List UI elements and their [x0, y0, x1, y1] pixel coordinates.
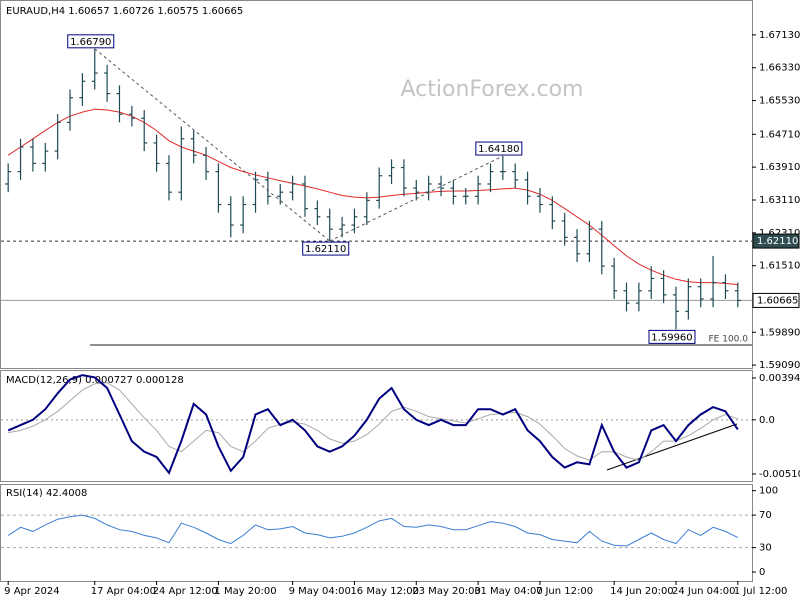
y-tick-label: 1.64710 — [759, 129, 800, 140]
y-tick-label: 1.63910 — [759, 162, 800, 173]
annotation-box — [475, 141, 523, 156]
annotation-box — [648, 329, 696, 344]
x-tick-label: 23 May 20:00 — [412, 586, 481, 597]
annotation-label: 1.62110 — [305, 244, 346, 255]
y-tick-label: 30 — [759, 543, 772, 554]
y-tick-label: 100 — [759, 486, 778, 497]
macd-title: MACD(12,26,9) 0.000727 0.000128 — [6, 375, 184, 386]
x-tick-label: 9 May 04:00 — [289, 586, 351, 597]
y-tick-label: 0 — [759, 567, 765, 578]
x-tick-label: 24 Jun 04:00 — [672, 586, 736, 597]
x-tick-label: 31 May 04:00 — [474, 586, 543, 597]
x-tick-label: 14 Jun 20:00 — [610, 586, 674, 597]
swing-line — [94, 48, 331, 242]
y-tick-label: 1.65530 — [759, 96, 800, 107]
x-tick-label: 9 Apr 2024 — [4, 586, 59, 597]
line — [7, 374, 739, 475]
line — [7, 108, 738, 286]
price-tag — [752, 292, 800, 308]
y-tick-label: 0.003941 — [759, 373, 800, 384]
watermark: ActionForex.com — [401, 77, 584, 102]
annotation-box — [302, 241, 350, 256]
x-tick-label: 7 Jun 12:00 — [536, 586, 593, 597]
line — [8, 382, 738, 461]
annotation-label: 1.59960 — [651, 332, 692, 343]
y-tick-label: 1.62310 — [759, 228, 800, 239]
price-tag-label: 1.62110 — [757, 236, 798, 247]
swing-line — [329, 155, 504, 242]
y-tick-label: 1.67130 — [759, 30, 800, 41]
macd-trendline — [606, 423, 738, 471]
x-tick-label: 1 Jul 12:00 — [734, 586, 788, 597]
x-tick-label: 17 Apr 04:00 — [91, 586, 156, 597]
y-tick-label: 70 — [759, 510, 772, 521]
y-tick-label: 1.61510 — [759, 261, 800, 272]
y-tick-label: 1.59890 — [759, 327, 800, 338]
annotation-box — [67, 34, 115, 49]
price-panel — [0, 0, 753, 369]
fe-label: FE 100.0 — [709, 334, 749, 344]
rsi-title: RSI(14) 42.4008 — [6, 488, 87, 499]
annotation-label: 1.64180 — [478, 144, 519, 155]
x-tick-label: 16 May 12:00 — [350, 586, 419, 597]
y-tick-label: 0.0 — [759, 415, 775, 426]
annotation-label: 1.66790 — [70, 37, 111, 48]
y-tick-label: 1.63110 — [759, 195, 800, 206]
y-tick-label: -0.005103 — [759, 469, 800, 480]
line — [7, 514, 739, 547]
rsi-panel — [0, 484, 753, 582]
price-tag — [752, 233, 800, 249]
macd-panel — [0, 370, 753, 482]
chart-title: EURAUD,H4 1.60657 1.60726 1.60575 1.6066… — [6, 6, 243, 17]
y-tick-label: 1.59090 — [759, 360, 800, 371]
price-tag-label: 1.60665 — [757, 295, 798, 306]
x-tick-label: 1 May 20:00 — [214, 586, 276, 597]
y-tick-label: 1.66330 — [759, 63, 800, 74]
x-tick-label: 24 Apr 12:00 — [153, 586, 218, 597]
